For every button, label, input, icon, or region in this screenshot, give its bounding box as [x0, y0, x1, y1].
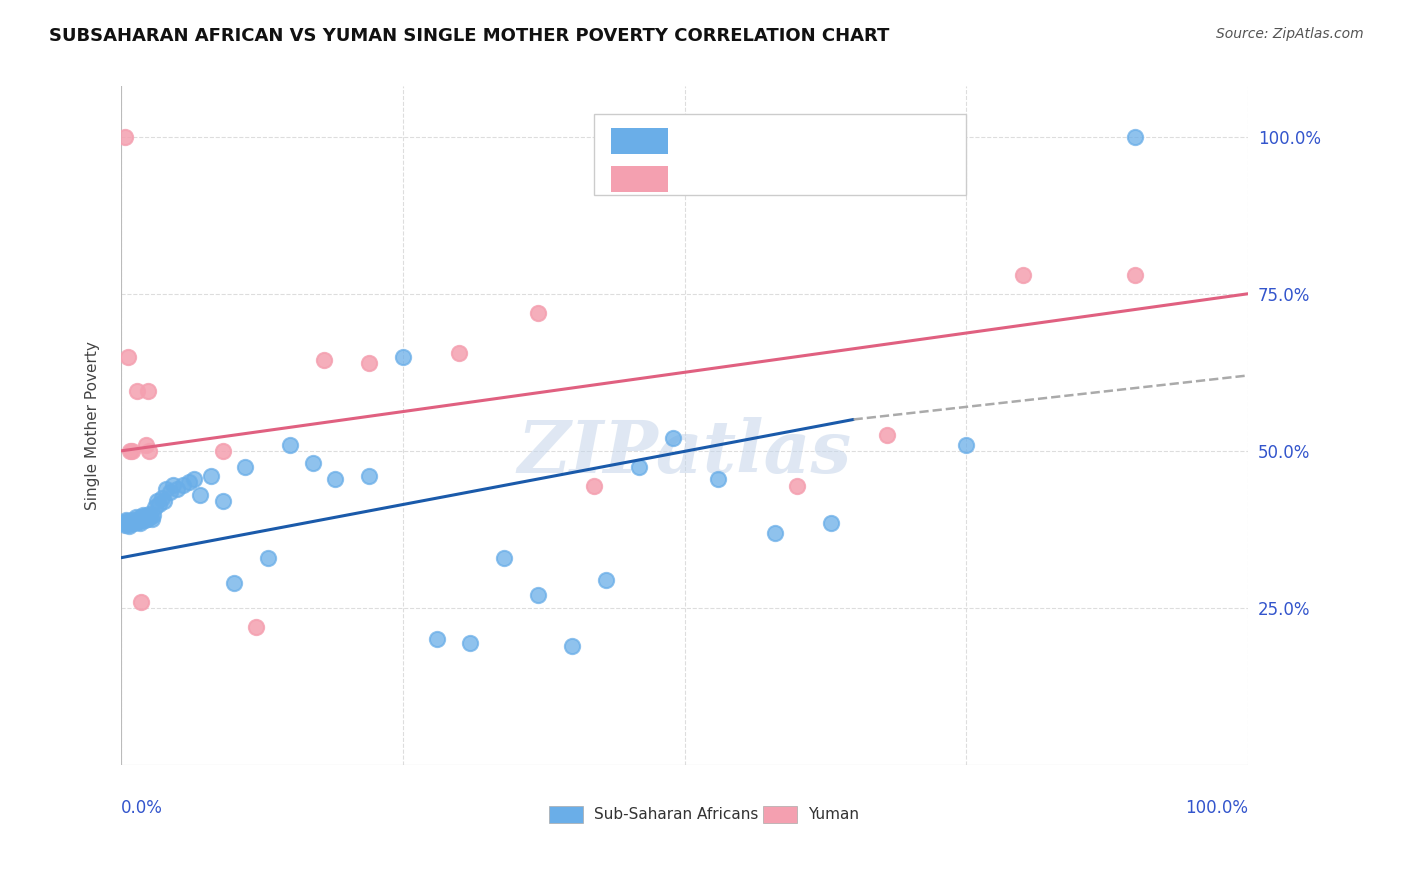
- Text: Yuman: Yuman: [808, 806, 859, 822]
- Point: [159, 484, 181, 499]
- Point: [876, 428, 898, 442]
- Point: [131, 508, 153, 522]
- Point: [121, 443, 143, 458]
- Point: [256, 550, 278, 565]
- Point: [135, 437, 157, 451]
- Point: [114, 513, 136, 527]
- Point: [172, 478, 194, 492]
- Point: [312, 352, 335, 367]
- Point: [561, 639, 583, 653]
- Point: [148, 497, 170, 511]
- Point: [134, 513, 156, 527]
- Point: [183, 472, 205, 486]
- Point: [129, 516, 152, 530]
- Point: [138, 443, 160, 458]
- Point: [117, 350, 139, 364]
- FancyBboxPatch shape: [595, 113, 966, 195]
- Point: [460, 635, 482, 649]
- Point: [233, 459, 256, 474]
- Point: [115, 514, 138, 528]
- Point: [583, 479, 606, 493]
- Point: [527, 589, 550, 603]
- FancyBboxPatch shape: [612, 128, 668, 154]
- Point: [786, 479, 808, 493]
- Y-axis label: Single Mother Poverty: Single Mother Poverty: [86, 342, 100, 510]
- Point: [125, 384, 148, 399]
- Point: [120, 517, 142, 532]
- Point: [114, 129, 136, 144]
- Point: [155, 482, 177, 496]
- Text: ZIPatlas: ZIPatlas: [517, 417, 852, 489]
- Point: [357, 469, 380, 483]
- Point: [138, 507, 160, 521]
- Point: [125, 509, 148, 524]
- FancyBboxPatch shape: [550, 805, 583, 822]
- Point: [1011, 268, 1033, 282]
- Point: [124, 514, 146, 528]
- Point: [763, 525, 786, 540]
- Point: [222, 575, 245, 590]
- Point: [166, 482, 188, 496]
- Point: [143, 500, 166, 515]
- Text: 100.0%: 100.0%: [1185, 798, 1249, 816]
- Point: [117, 516, 139, 530]
- Text: Source: ZipAtlas.com: Source: ZipAtlas.com: [1216, 27, 1364, 41]
- Point: [662, 431, 685, 445]
- Point: [142, 508, 165, 522]
- Point: [527, 305, 550, 319]
- Point: [162, 478, 184, 492]
- Point: [177, 475, 200, 490]
- Point: [1123, 268, 1146, 282]
- Point: [141, 512, 163, 526]
- Text: 0.0%: 0.0%: [121, 798, 163, 816]
- Point: [128, 514, 150, 528]
- Point: [118, 519, 141, 533]
- Point: [139, 509, 162, 524]
- FancyBboxPatch shape: [612, 166, 668, 192]
- Point: [707, 472, 730, 486]
- Point: [125, 515, 148, 529]
- Point: [131, 595, 153, 609]
- Point: [211, 443, 233, 458]
- Point: [150, 491, 173, 505]
- Point: [136, 509, 159, 524]
- Point: [146, 494, 169, 508]
- Point: [955, 437, 977, 451]
- Point: [136, 384, 159, 399]
- FancyBboxPatch shape: [763, 805, 797, 822]
- Point: [820, 516, 842, 530]
- Point: [136, 512, 159, 526]
- Point: [112, 516, 135, 530]
- Point: [211, 494, 233, 508]
- Point: [131, 509, 153, 524]
- Point: [245, 620, 267, 634]
- Point: [278, 437, 301, 451]
- Point: [1123, 129, 1146, 144]
- Point: [301, 457, 323, 471]
- Point: [494, 550, 516, 565]
- Point: [120, 443, 142, 458]
- Text: R = 0.388   N = 63: R = 0.388 N = 63: [685, 132, 884, 151]
- Point: [153, 494, 176, 508]
- Point: [122, 516, 145, 530]
- Point: [132, 512, 155, 526]
- Point: [323, 472, 346, 486]
- Point: [135, 509, 157, 524]
- Point: [449, 346, 471, 360]
- Point: [595, 573, 617, 587]
- Point: [357, 356, 380, 370]
- Point: [127, 512, 149, 526]
- Point: [628, 459, 651, 474]
- Point: [392, 350, 415, 364]
- Point: [200, 469, 222, 483]
- Point: [188, 488, 211, 502]
- Text: R = 0.252   N = 20: R = 0.252 N = 20: [685, 169, 884, 188]
- Point: [114, 518, 136, 533]
- Point: [426, 632, 449, 647]
- Text: Sub-Saharan Africans: Sub-Saharan Africans: [595, 806, 759, 822]
- Text: SUBSAHARAN AFRICAN VS YUMAN SINGLE MOTHER POVERTY CORRELATION CHART: SUBSAHARAN AFRICAN VS YUMAN SINGLE MOTHE…: [49, 27, 890, 45]
- Point: [121, 513, 143, 527]
- Point: [120, 515, 142, 529]
